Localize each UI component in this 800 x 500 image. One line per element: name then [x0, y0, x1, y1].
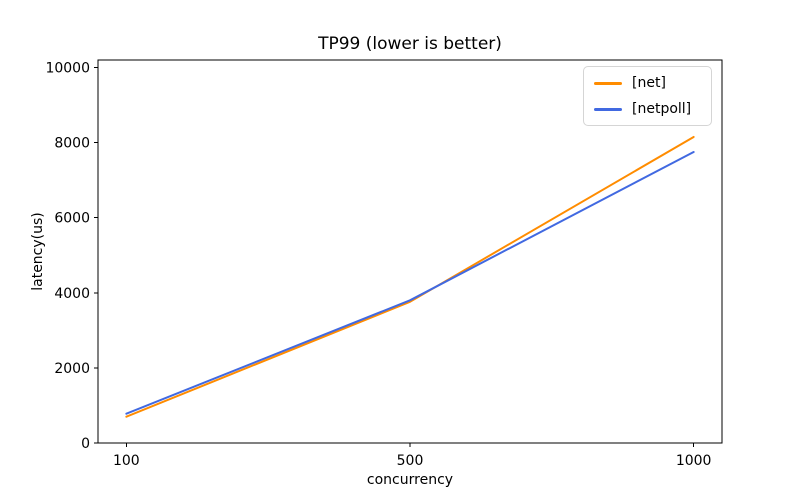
x-tick-label: 500 [397, 453, 424, 469]
chart-title: TP99 (lower is better) [317, 34, 502, 54]
legend-label: [net] [632, 75, 666, 91]
y-tick-label: 2000 [54, 361, 90, 377]
legend: [net] [netpoll] [583, 66, 712, 126]
y-tick-label: 4000 [54, 286, 90, 302]
x-tick-label: 1000 [676, 453, 712, 469]
legend-line-swatch [594, 81, 622, 85]
legend-label: [netpoll] [632, 101, 692, 117]
legend-line-swatch [594, 107, 622, 111]
y-tick-label: 0 [81, 436, 90, 452]
series-line-netpoll [125, 150, 695, 415]
y-tick-label: 10000 [45, 61, 90, 77]
series-line-net [125, 135, 695, 418]
x-tick-label: 100 [113, 453, 140, 469]
y-tick-label: 6000 [54, 211, 90, 227]
legend-item-netpoll: [netpoll] [594, 99, 701, 119]
x-axis-label: concurrency [367, 472, 453, 488]
y-tick-label: 8000 [54, 136, 90, 152]
legend-item-net: [net] [594, 73, 701, 93]
y-axis-label: latency(us) [30, 212, 46, 291]
